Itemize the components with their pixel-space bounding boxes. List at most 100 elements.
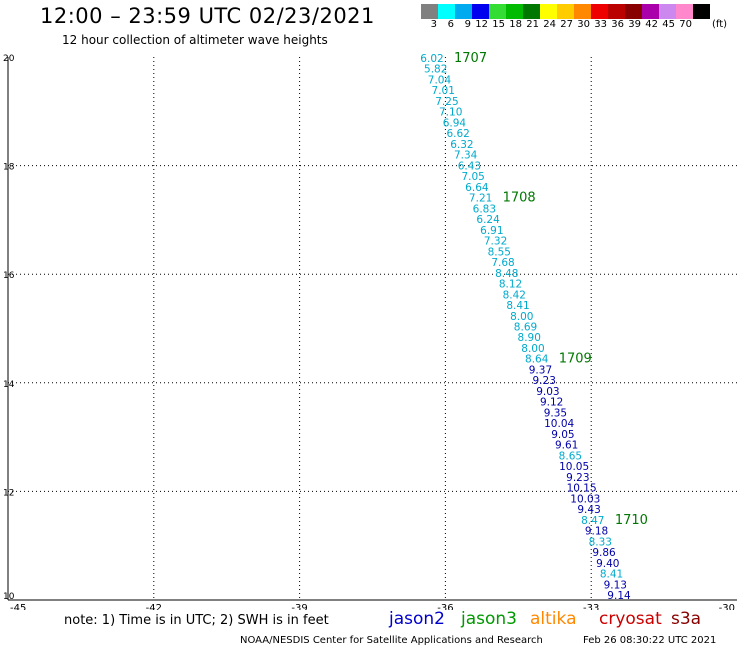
- wave-height-label: 6.64: [465, 182, 489, 194]
- color-legend: 3 6 9 12 15 18 21 24 27 30 33 36 39 42 45 70 (ft): [421, 4, 727, 30]
- wave-height-label: 8.69: [514, 322, 537, 334]
- wave-height-label: 6.43: [458, 160, 481, 172]
- x-tick-label: -39: [291, 603, 307, 610]
- legend-labels: 3 6 9 12 15 18 21 24 27 30 33 36 39 42 45 70 (ft): [421, 19, 727, 30]
- wave-height-label: 5.82: [424, 64, 447, 76]
- legend-label: 12: [475, 19, 488, 30]
- wave-height-label: 8.47: [581, 515, 604, 527]
- wave-height-label: 9.13: [604, 579, 627, 591]
- wave-height-label: 8.64: [525, 354, 549, 366]
- pass-time-label: 1710: [615, 513, 648, 528]
- wave-height-label: 7.21: [469, 193, 492, 205]
- x-tick-label: -30: [719, 603, 735, 610]
- wave-height-label: 7.04: [428, 74, 452, 86]
- legend-label: 3: [430, 19, 437, 30]
- y-tick-label: 16: [3, 271, 15, 281]
- legend-swatch: [659, 4, 676, 19]
- y-tick-label: 10: [3, 592, 15, 602]
- wave-height-label: 8.00: [510, 311, 533, 323]
- wave-height-label: 8.41: [506, 300, 529, 312]
- wave-height-label: 8.00: [521, 343, 544, 355]
- x-tick-label: -33: [583, 603, 599, 610]
- generated-timestamp: Feb 26 08:30:22 UTC 2021: [583, 635, 717, 646]
- y-tick-label: 18: [3, 163, 15, 173]
- wave-height-label: 9.35: [544, 407, 567, 419]
- wave-height-label: 7.32: [484, 236, 507, 248]
- wave-height-label: 8.12: [499, 279, 522, 291]
- pass-time-label: 1707: [454, 51, 487, 66]
- legend-label: 9: [464, 19, 471, 30]
- wave-height-label: 9.23: [533, 375, 556, 387]
- wave-height-label: 9.12: [540, 397, 563, 409]
- pass-time-label: 1709: [559, 352, 592, 367]
- wave-height-label: 9.03: [536, 386, 559, 398]
- y-tick-label: 12: [3, 488, 14, 498]
- legend-swatches: [421, 4, 727, 19]
- legend-swatch: [489, 4, 506, 19]
- legend-swatch: [523, 4, 540, 19]
- satellite-name: s3a: [671, 609, 702, 629]
- wave-height-label: 9.86: [592, 547, 616, 559]
- wave-height-label: 7.05: [461, 171, 484, 183]
- y-tick-label: 20: [3, 54, 15, 64]
- legend-label: 18: [509, 19, 522, 30]
- legend-label: 21: [526, 19, 539, 30]
- wave-height-label: 9.23: [566, 472, 589, 484]
- legend-swatch: [506, 4, 523, 19]
- wave-height-label: 8.55: [488, 246, 511, 258]
- wave-height-label: 10.15: [567, 483, 597, 495]
- x-tick-label: -45: [10, 603, 26, 610]
- wave-height-label: 6.62: [446, 128, 469, 140]
- wave-height-label: 8.65: [559, 450, 582, 462]
- satellite-name: altika: [530, 609, 577, 629]
- legend-swatch: [591, 4, 608, 19]
- wave-height-label: 7.25: [435, 96, 458, 108]
- wave-height-label: 7.68: [491, 257, 514, 269]
- wave-height-label: 8.33: [589, 536, 612, 548]
- legend-swatch: [693, 4, 710, 19]
- legend-swatch: [642, 4, 659, 19]
- legend-label: 45: [662, 19, 675, 30]
- wave-height-label: 7.10: [439, 107, 462, 119]
- legend-swatch: [455, 4, 472, 19]
- wave-height-label: 9.37: [529, 364, 552, 376]
- credit-line: NOAA/NESDIS Center for Satellite Applica…: [240, 635, 543, 646]
- legend-swatch: [625, 4, 642, 19]
- legend-label: 15: [492, 19, 505, 30]
- wave-height-label: 6.32: [450, 139, 473, 151]
- satellite-name: jason2: [389, 609, 445, 629]
- legend-label: 39: [628, 19, 641, 30]
- wave-height-label: 9.40: [596, 558, 619, 570]
- wave-height-label: 7.34: [454, 150, 478, 162]
- legend-swatch: [438, 4, 455, 19]
- footer-note: note: 1) Time is in UTC; 2) SWH is in fe…: [64, 613, 329, 628]
- wave-height-label: 9.61: [555, 440, 578, 452]
- wave-height-label: 9.14: [607, 590, 631, 602]
- wave-height-label: 7.01: [432, 85, 455, 97]
- wave-height-label: 6.83: [473, 203, 496, 215]
- x-tick-label: -36: [437, 603, 453, 610]
- legend-swatch: [608, 4, 625, 19]
- wave-height-label: 6.02: [420, 53, 443, 65]
- wave-height-label: 8.41: [600, 569, 623, 581]
- legend-swatch: [472, 4, 489, 19]
- legend-label: 24: [543, 19, 556, 30]
- wave-height-label: 8.48: [495, 268, 518, 280]
- legend-swatch: [574, 4, 591, 19]
- pass-time-label: 1708: [503, 191, 536, 206]
- x-tick-label: -42: [146, 603, 162, 610]
- legend-label: 27: [560, 19, 573, 30]
- legend-swatch: [540, 4, 557, 19]
- legend-label: 70: [679, 19, 692, 30]
- map-title: 12:00 – 23:59 UTC 02/23/2021: [40, 4, 375, 28]
- wave-height-label: 9.05: [551, 429, 574, 441]
- satellite-name: cryosat: [599, 609, 662, 629]
- wave-height-label: 10.05: [559, 461, 589, 473]
- legend-label: 42: [645, 19, 658, 30]
- legend-label: 30: [577, 19, 590, 30]
- legend-swatch: [557, 4, 574, 19]
- legend-swatch: [421, 4, 438, 19]
- legend-label: 36: [611, 19, 624, 30]
- wave-height-label: 8.90: [518, 332, 541, 344]
- wave-height-label: 9.43: [577, 504, 600, 516]
